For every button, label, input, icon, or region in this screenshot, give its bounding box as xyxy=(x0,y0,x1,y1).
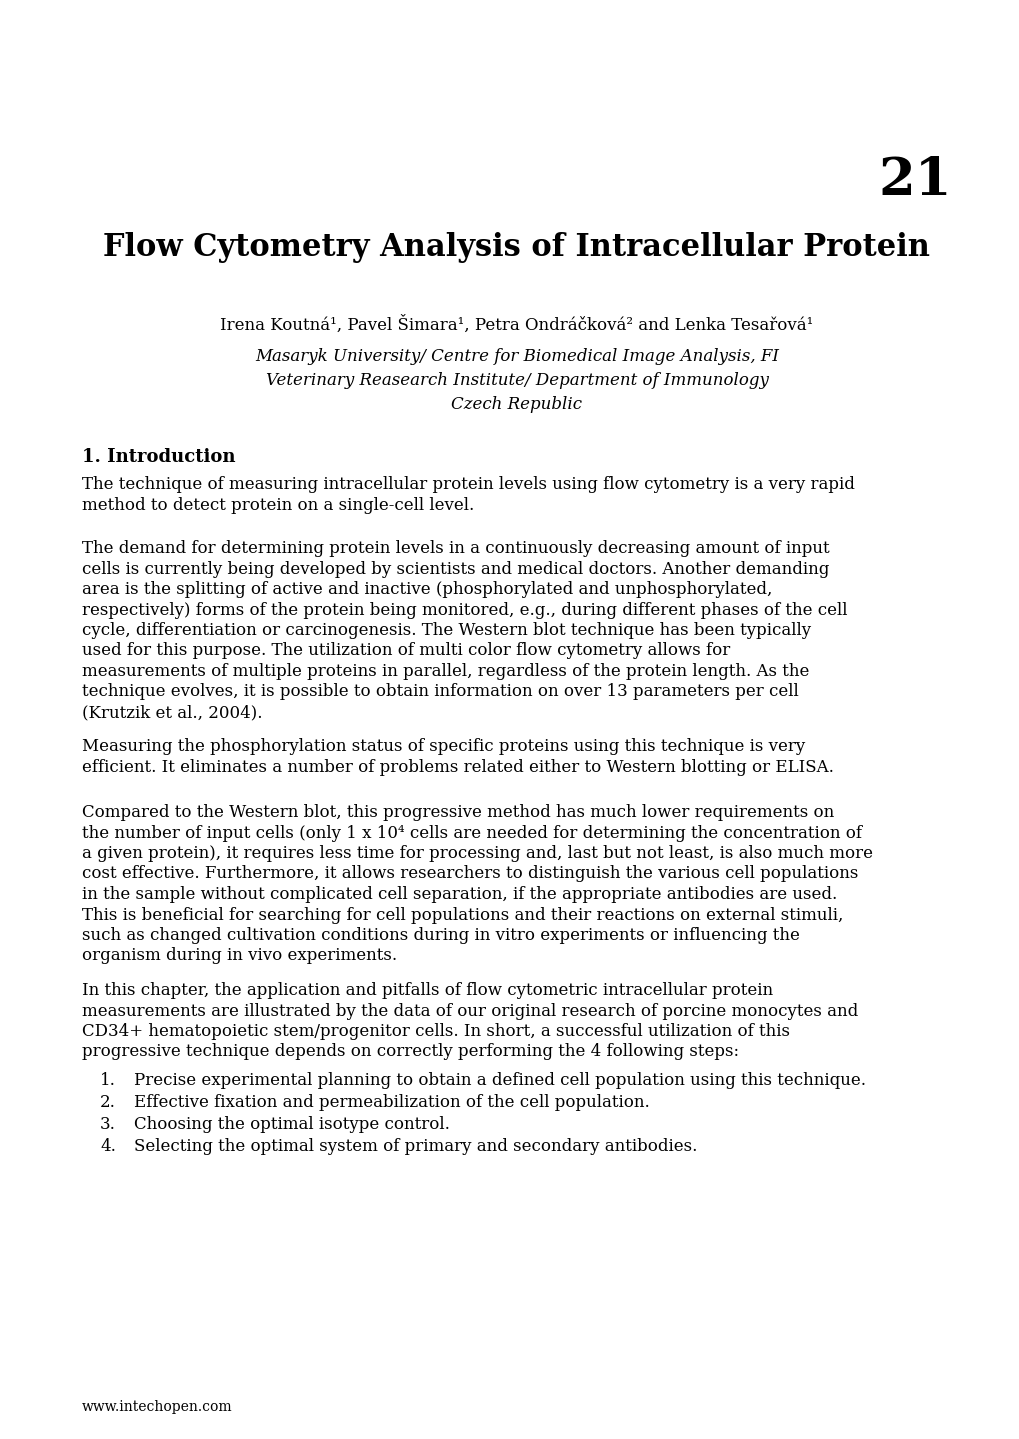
Text: Masaryk University/ Centre for Biomedical Image Analysis, FI: Masaryk University/ Centre for Biomedica… xyxy=(255,348,779,366)
Text: measurements are illustrated by the data of our original research of porcine mon: measurements are illustrated by the data… xyxy=(82,1003,857,1019)
Text: Selecting the optimal system of primary and secondary antibodies.: Selecting the optimal system of primary … xyxy=(133,1138,697,1156)
Text: 3.: 3. xyxy=(100,1117,116,1132)
Text: area is the splitting of active and inactive (phosphorylated and unphosphorylate: area is the splitting of active and inac… xyxy=(82,581,771,599)
Text: organism during in vivo experiments.: organism during in vivo experiments. xyxy=(82,947,396,964)
Text: a given protein), it requires less time for processing and, last but not least, : a given protein), it requires less time … xyxy=(82,845,872,862)
Text: technique evolves, it is possible to obtain information on over 13 parameters pe: technique evolves, it is possible to obt… xyxy=(82,684,798,701)
Text: progressive technique depends on correctly performing the 4 following steps:: progressive technique depends on correct… xyxy=(82,1043,739,1061)
Text: cost effective. Furthermore, it allows researchers to distinguish the various ce: cost effective. Furthermore, it allows r… xyxy=(82,865,858,882)
Text: The demand for determining protein levels in a continuously decreasing amount of: The demand for determining protein level… xyxy=(82,540,828,557)
Text: measurements of multiple proteins in parallel, regardless of the protein length.: measurements of multiple proteins in par… xyxy=(82,663,809,681)
Text: efficient. It eliminates a number of problems related either to Western blotting: efficient. It eliminates a number of pro… xyxy=(82,758,834,776)
Text: Flow Cytometry Analysis of Intracellular Protein: Flow Cytometry Analysis of Intracellular… xyxy=(103,232,929,263)
Text: In this chapter, the application and pitfalls of flow cytometric intracellular p: In this chapter, the application and pit… xyxy=(82,981,772,999)
Text: Irena Koutná¹, Pavel Šimara¹, Petra Ondráčková² and Lenka Tesařová¹: Irena Koutná¹, Pavel Šimara¹, Petra Ondr… xyxy=(220,317,813,334)
Text: Choosing the optimal isotype control.: Choosing the optimal isotype control. xyxy=(133,1117,449,1132)
Text: 1. Introduction: 1. Introduction xyxy=(82,448,235,466)
Text: method to detect protein on a single-cell level.: method to detect protein on a single-cel… xyxy=(82,496,474,514)
Text: (Krutzik et al., 2004).: (Krutzik et al., 2004). xyxy=(82,704,262,721)
Text: Veterinary Reasearch Institute/ Department of Immunology: Veterinary Reasearch Institute/ Departme… xyxy=(265,373,767,389)
Text: The technique of measuring intracellular protein levels using flow cytometry is : The technique of measuring intracellular… xyxy=(82,476,854,494)
Text: 1.: 1. xyxy=(100,1072,116,1089)
Text: CD34+ hematopoietic stem/progenitor cells. In short, a successful utilization of: CD34+ hematopoietic stem/progenitor cell… xyxy=(82,1023,790,1040)
Text: respectively) forms of the protein being monitored, e.g., during different phase: respectively) forms of the protein being… xyxy=(82,602,847,619)
Text: Precise experimental planning to obtain a defined cell population using this tec: Precise experimental planning to obtain … xyxy=(133,1072,865,1089)
Text: Effective fixation and permeabilization of the cell population.: Effective fixation and permeabilization … xyxy=(133,1094,649,1111)
Text: 21: 21 xyxy=(877,155,951,206)
Text: www.intechopen.com: www.intechopen.com xyxy=(82,1400,232,1415)
Text: cells is currently being developed by scientists and medical doctors. Another de: cells is currently being developed by sc… xyxy=(82,561,828,577)
Text: This is beneficial for searching for cell populations and their reactions on ext: This is beneficial for searching for cel… xyxy=(82,907,843,924)
Text: Compared to the Western blot, this progressive method has much lower requirement: Compared to the Western blot, this progr… xyxy=(82,804,834,822)
Text: such as changed cultivation conditions during in vitro experiments or influencin: such as changed cultivation conditions d… xyxy=(82,927,799,944)
Text: in the sample without complicated cell separation, if the appropriate antibodies: in the sample without complicated cell s… xyxy=(82,886,837,904)
Text: the number of input cells (only 1 x 10⁴ cells are needed for determining the con: the number of input cells (only 1 x 10⁴ … xyxy=(82,825,861,842)
Text: 4.: 4. xyxy=(100,1138,116,1156)
Text: Czech Republic: Czech Republic xyxy=(451,396,582,413)
Text: Measuring the phosphorylation status of specific proteins using this technique i: Measuring the phosphorylation status of … xyxy=(82,738,804,755)
Text: used for this purpose. The utilization of multi color flow cytometry allows for: used for this purpose. The utilization o… xyxy=(82,642,730,659)
Text: 2.: 2. xyxy=(100,1094,116,1111)
Text: cycle, differentiation or carcinogenesis. The Western blot technique has been ty: cycle, differentiation or carcinogenesis… xyxy=(82,622,810,639)
